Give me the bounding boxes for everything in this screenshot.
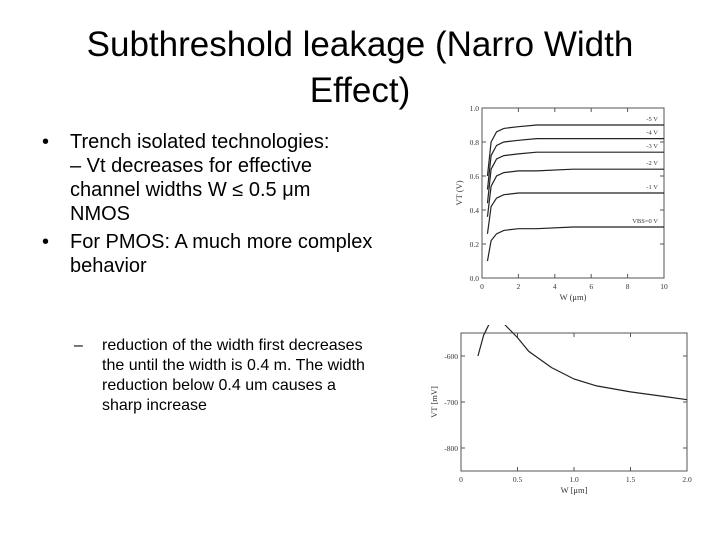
x-tick-label: 4 bbox=[553, 282, 557, 291]
sub-bullet-vt: – Vt decreases for effective channel wid… bbox=[70, 154, 382, 226]
sub-bullet-line-2: channel widths W ≤ 0.5 μm bbox=[70, 179, 311, 201]
series-label: -4 V bbox=[646, 130, 658, 137]
y-axis-label: VT (V) bbox=[454, 180, 464, 205]
sub-bullet-pmos: – reduction of the width first decreases… bbox=[74, 336, 374, 416]
y-tick-label: -700 bbox=[444, 398, 458, 407]
series-line bbox=[486, 151, 664, 204]
y-tick-label: 0.2 bbox=[470, 240, 480, 249]
series-label: -3 V bbox=[646, 143, 658, 150]
x-tick-label: 1.0 bbox=[569, 475, 579, 484]
bullet-list: • Trench isolated technologies: – Vt dec… bbox=[42, 130, 382, 278]
y-tick-label: 0.6 bbox=[470, 172, 480, 181]
series-label: VBS=0 V bbox=[632, 218, 658, 225]
y-tick-label: 0.8 bbox=[470, 138, 480, 147]
bullet-text: Trench isolated technologies: bbox=[70, 131, 330, 153]
series-line bbox=[486, 226, 664, 262]
sub-bullet-line-3: NMOS bbox=[70, 203, 130, 225]
plot-frame bbox=[460, 332, 688, 472]
x-tick-label: 1.5 bbox=[626, 475, 636, 484]
x-tick-label: 2.0 bbox=[682, 475, 692, 484]
x-axis-label: W (μm) bbox=[560, 292, 587, 302]
x-tick-label: 2 bbox=[517, 282, 521, 291]
title-line-1: Subthreshold leakage (Narro Width bbox=[86, 25, 634, 64]
x-tick-label: 10 bbox=[660, 282, 668, 291]
chart-nmos-vt-vs-width: 0 2 4 6 8 10 0.0 0.2 0.4 0.6 0.8 1.0 W (μm) VT (V) -5 … bbox=[454, 104, 668, 302]
series-line bbox=[486, 124, 664, 177]
series-line bbox=[486, 168, 664, 217]
bullet-marker: • bbox=[42, 231, 50, 253]
bullet-item-pmos: • For PMOS: A much more complex behavior bbox=[42, 230, 382, 278]
x-tick-label: 0 bbox=[480, 282, 484, 291]
sub-bullet-text: reduction of the width first decreases t… bbox=[102, 337, 365, 414]
series-label: -1 V bbox=[646, 184, 658, 191]
series-label: -2 V bbox=[646, 160, 658, 167]
x-tick-label: 6 bbox=[589, 282, 593, 291]
x-tick-label: 8 bbox=[626, 282, 630, 291]
x-axis-label: W [μm] bbox=[561, 485, 588, 495]
slide-title: Subthreshold leakage (Narro Width Effect… bbox=[0, 22, 720, 114]
y-tick-label: 0.4 bbox=[470, 206, 480, 215]
chart-pmos-vt-vs-width: 00.51.01.52.0-800-700-600-500W [μm]VT [m… bbox=[429, 325, 692, 495]
series-line bbox=[477, 325, 688, 401]
bullet-marker: • bbox=[42, 131, 50, 153]
bullet-item-trench: • Trench isolated technologies: – Vt dec… bbox=[42, 130, 382, 226]
title-line-2: Effect) bbox=[309, 71, 411, 110]
y-tick-label: -600 bbox=[444, 352, 458, 361]
sub-bullet-line-1: – Vt decreases for effective bbox=[70, 155, 312, 177]
sub-bullet-marker: – bbox=[74, 337, 83, 354]
y-tick-label: 0.0 bbox=[470, 274, 480, 283]
series-label: -5 V bbox=[646, 116, 658, 123]
series-line bbox=[486, 192, 664, 234]
y-tick-label: -800 bbox=[444, 444, 458, 453]
series-line bbox=[486, 137, 664, 190]
y-tick-label: 1.0 bbox=[470, 104, 480, 113]
x-tick-label: 0.5 bbox=[513, 475, 523, 484]
bullet-text: For PMOS: A much more complex behavior bbox=[70, 231, 373, 277]
y-axis-label: VT [mV] bbox=[429, 386, 439, 418]
x-tick-label: 0 bbox=[459, 475, 463, 484]
